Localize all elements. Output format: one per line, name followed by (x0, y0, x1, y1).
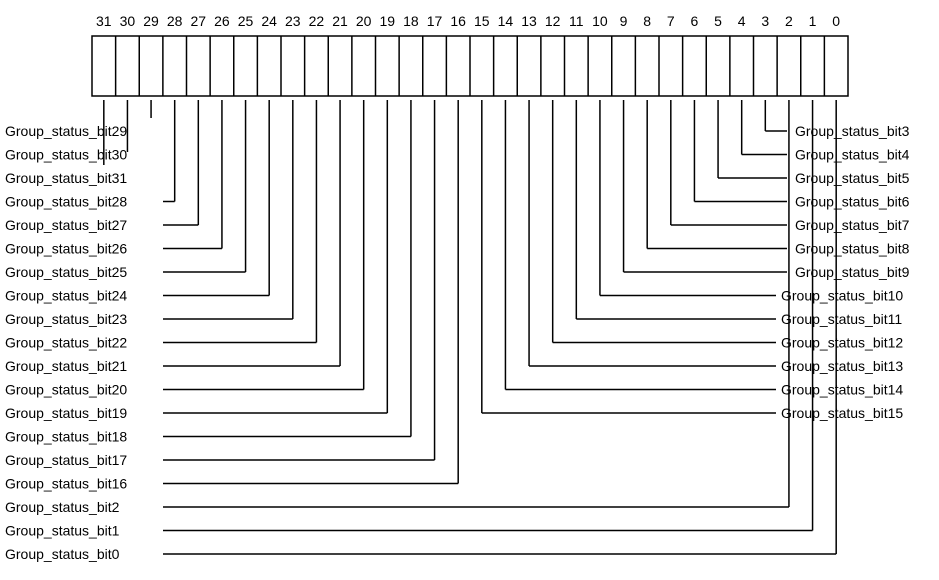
left-bit-label: Group_status_bit19 (5, 405, 127, 421)
right-bit-label: Group_status_bit3 (795, 123, 910, 139)
bit-number-label: 12 (545, 13, 561, 29)
right-bit-label: Group_status_bit11 (781, 311, 902, 327)
left-bit-label: Group_status_bit17 (5, 452, 127, 468)
left-bit-label: Group_status_bit18 (5, 429, 127, 445)
right-bit-label: Group_status_bit10 (781, 288, 903, 304)
right-bit-label: Group_status_bit4 (795, 147, 910, 163)
bit-number-label: 30 (120, 13, 136, 29)
bit-number-label: 2 (785, 13, 793, 29)
right-bit-label: Group_status_bit13 (781, 358, 903, 374)
bit-number-label: 28 (167, 13, 183, 29)
right-bit-label: Group_status_bit12 (781, 335, 903, 351)
bit-number-label: 24 (261, 13, 277, 29)
left-bit-label: Group_status_bit24 (5, 288, 127, 304)
left-bit-label: Group_status_bit25 (5, 264, 127, 280)
bit-number-label: 17 (427, 13, 443, 29)
right-bit-label: Group_status_bit8 (795, 241, 910, 257)
left-bit-label: Group_status_bit30 (5, 147, 127, 163)
bit-number-label: 10 (592, 13, 608, 29)
bit-number-label: 21 (332, 13, 348, 29)
left-bit-label: Group_status_bit1 (5, 523, 120, 539)
left-bit-label: Group_status_bit22 (5, 335, 127, 351)
right-bit-label: Group_status_bit14 (781, 382, 903, 398)
bit-number-label: 16 (450, 13, 466, 29)
bit-number-label: 1 (809, 13, 817, 29)
left-bit-label: Group_status_bit27 (5, 217, 127, 233)
bit-number-label: 8 (643, 13, 651, 29)
bit-number-label: 26 (214, 13, 230, 29)
left-bit-label: Group_status_bit29 (5, 123, 127, 139)
left-bit-label: Group_status_bit2 (5, 499, 120, 515)
bit-number-label: 6 (691, 13, 699, 29)
bit-number-label: 31 (96, 13, 112, 29)
left-bit-label: Group_status_bit16 (5, 476, 127, 492)
left-bit-label: Group_status_bit26 (5, 241, 127, 257)
bit-number-label: 13 (521, 13, 537, 29)
right-bit-label: Group_status_bit5 (795, 170, 910, 186)
left-bit-label: Group_status_bit0 (5, 546, 120, 562)
left-bit-label: Group_status_bit20 (5, 382, 127, 398)
left-bit-label: Group_status_bit28 (5, 194, 127, 210)
left-bit-label: Group_status_bit21 (5, 358, 127, 374)
right-bit-label: Group_status_bit9 (795, 264, 910, 280)
bit-number-label: 3 (761, 13, 769, 29)
right-bit-label: Group_status_bit15 (781, 405, 903, 421)
bit-number-label: 27 (191, 13, 207, 29)
bit-number-label: 14 (498, 13, 514, 29)
bit-number-label: 11 (569, 13, 584, 29)
left-bit-label: Group_status_bit23 (5, 311, 127, 327)
bit-number-label: 9 (620, 13, 628, 29)
bit-number-label: 20 (356, 13, 372, 29)
bit-number-label: 22 (309, 13, 325, 29)
bit-number-label: 29 (143, 13, 159, 29)
right-bit-label: Group_status_bit7 (795, 217, 910, 233)
right-bit-label: Group_status_bit6 (795, 194, 910, 210)
bit-number-label: 23 (285, 13, 301, 29)
bit-number-label: 7 (667, 13, 675, 29)
left-bit-label: Group_status_bit31 (5, 170, 127, 186)
bit-number-label: 19 (380, 13, 396, 29)
bit-number-label: 5 (714, 13, 722, 29)
bit-number-label: 18 (403, 13, 419, 29)
bit-number-label: 15 (474, 13, 490, 29)
bit-number-label: 4 (738, 13, 746, 29)
bit-number-label: 0 (832, 13, 840, 29)
bit-number-label: 25 (238, 13, 254, 29)
